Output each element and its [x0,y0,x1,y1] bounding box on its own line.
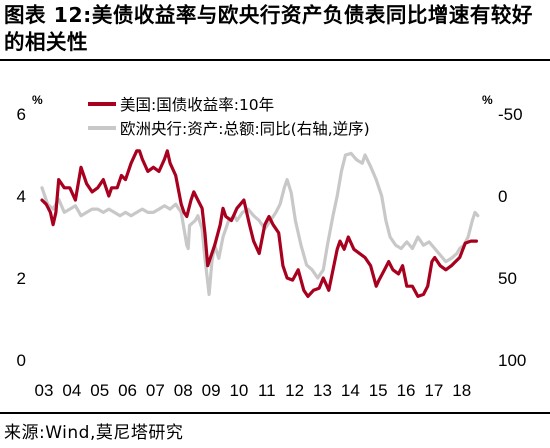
left-tick-label: 6 [17,105,26,124]
x-tick-label: 11 [258,381,276,400]
x-tick-label: 09 [202,381,221,400]
legend-label-ecb-assets: 欧洲央行:资产:总额:同比(右轴,逆序) [120,120,370,138]
left-tick-label: 2 [17,269,26,288]
legend-entry-ecb-assets: 欧洲央行:资产:总额:同比(右轴,逆序) [88,120,370,138]
x-tick-label: 14 [341,381,360,400]
left-tick-label: 4 [17,187,26,206]
title-divider [0,59,550,61]
legend-entry-us-yield: 美国:国债收益率:10年 [88,96,274,114]
legend: 美国:国债收益率:10年 欧洲央行:资产:总额:同比(右轴,逆序) [88,96,370,138]
left-tick-label: 0 [17,351,26,370]
right-tick-label: 0 [498,187,507,206]
chart-title: 图表 12:美债收益率与欧央行资产负债表同比增速有较好的相关性 [4,3,533,54]
x-tick-label: 03 [35,381,54,400]
right-axis-unit: % [482,93,493,107]
source-note: 来源:Wind,莫尼塔研究 [4,423,184,443]
left-axis-unit: % [32,93,43,107]
left-axis-ticks: 0 2 4 6 [17,105,26,370]
x-tick-label: 10 [229,381,248,400]
x-tick-label: 05 [90,381,109,400]
x-tick-label: 18 [452,381,471,400]
series-layer [40,149,480,298]
right-tick-label: 50 [498,269,517,288]
x-tick-label: 08 [174,381,193,400]
right-tick-label: 100 [498,351,526,370]
right-axis-ticks: -50 0 50 100 [498,105,526,370]
series-line-us-yield [40,149,478,298]
x-tick-label: 12 [285,381,304,400]
footer-divider [0,412,550,414]
x-tick-label: 06 [118,381,137,400]
x-tick-label: 04 [62,381,81,400]
x-tick-label: 15 [369,381,388,400]
series-line-ecb-assets [40,151,480,296]
x-tick-label: 16 [397,381,416,400]
right-tick-label: -50 [498,105,523,124]
x-axis-ticks: 03 04 05 06 07 08 09 10 11 12 13 14 15 16 17 18 [35,381,472,400]
x-tick-label: 13 [313,381,332,400]
x-tick-label: 07 [146,381,165,400]
x-tick-label: 17 [424,381,443,400]
chart-canvas: % % 0 2 4 6 -50 0 50 100 03 04 05 06 07 08 09 10 11 12 1… [17,93,527,400]
legend-label-us-yield: 美国:国债收益率:10年 [120,96,274,114]
